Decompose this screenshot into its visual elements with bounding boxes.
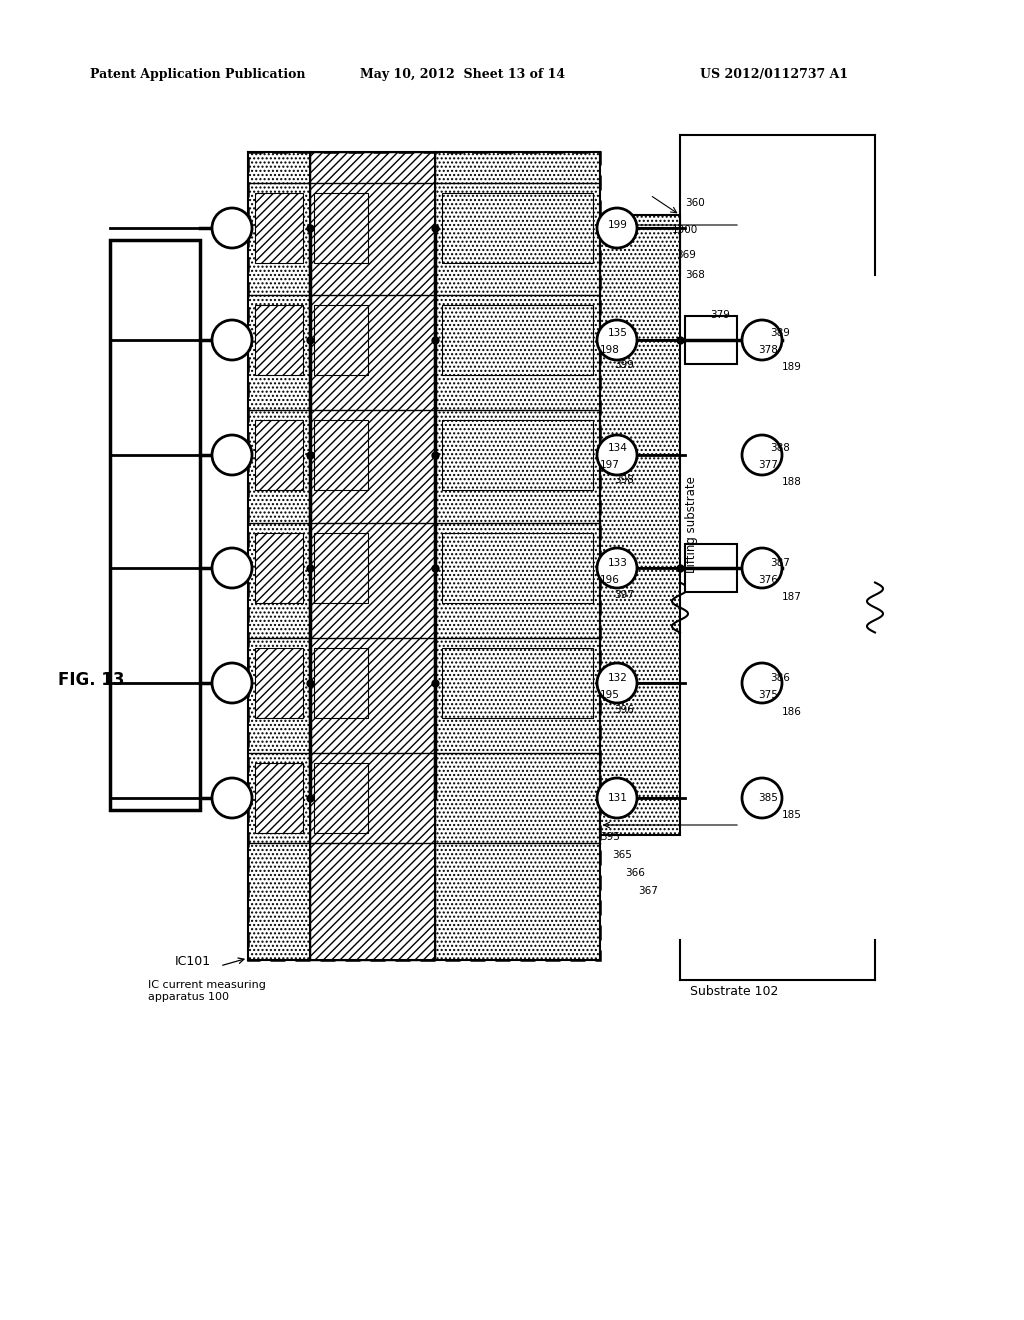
Text: 198: 198: [600, 345, 620, 355]
Bar: [255, 533, 303, 603]
Text: 187: 187: [782, 591, 802, 602]
Bar: [314, 533, 368, 603]
Circle shape: [597, 436, 637, 475]
Text: IC101: IC101: [175, 954, 211, 968]
Text: 369: 369: [676, 249, 696, 260]
Text: 389: 389: [770, 327, 790, 338]
Text: 387: 387: [770, 558, 790, 568]
Text: 135: 135: [608, 327, 628, 338]
Circle shape: [742, 548, 782, 587]
Text: May 10, 2012  Sheet 13 of 14: May 10, 2012 Sheet 13 of 14: [360, 69, 565, 81]
Circle shape: [597, 548, 637, 587]
Text: 378: 378: [758, 345, 778, 355]
Text: 365: 365: [612, 850, 632, 861]
Text: 186: 186: [782, 708, 802, 717]
Text: 385: 385: [758, 793, 778, 803]
Text: 367: 367: [638, 886, 657, 896]
Bar: [314, 763, 368, 833]
Text: 133: 133: [608, 558, 628, 568]
Text: 132: 132: [608, 673, 628, 682]
Bar: [442, 420, 593, 490]
Bar: [314, 648, 368, 718]
Text: Substrate 102: Substrate 102: [690, 985, 778, 998]
Bar: [314, 420, 368, 490]
Circle shape: [742, 777, 782, 818]
Bar: [314, 193, 368, 263]
Bar: [442, 193, 593, 263]
Circle shape: [212, 319, 252, 360]
Text: 185: 185: [782, 810, 802, 820]
Text: 199: 199: [608, 220, 628, 230]
Text: 396: 396: [614, 705, 634, 715]
Bar: [685, 544, 737, 591]
Bar: [685, 315, 737, 364]
Text: US 2012/0112737 A1: US 2012/0112737 A1: [700, 69, 848, 81]
Text: IC current measuring
apparatus 100: IC current measuring apparatus 100: [148, 979, 266, 1002]
Circle shape: [212, 777, 252, 818]
Circle shape: [212, 209, 252, 248]
Text: 195: 195: [600, 690, 620, 700]
Text: 376: 376: [758, 576, 778, 585]
Text: 399: 399: [614, 360, 634, 370]
Bar: [248, 152, 600, 960]
Bar: [442, 648, 593, 718]
Text: 398: 398: [614, 475, 634, 484]
Text: 131: 131: [608, 793, 628, 803]
Text: 189: 189: [782, 362, 802, 372]
Text: FIG. 13: FIG. 13: [58, 671, 125, 689]
Bar: [435, 152, 600, 960]
Text: 368: 368: [685, 271, 705, 280]
Bar: [248, 152, 310, 960]
Text: 388: 388: [770, 444, 790, 453]
Bar: [442, 533, 593, 603]
Bar: [314, 305, 368, 375]
Text: 188: 188: [782, 477, 802, 487]
Bar: [442, 305, 593, 375]
Bar: [600, 215, 680, 836]
Circle shape: [212, 663, 252, 704]
Bar: [255, 763, 303, 833]
Bar: [255, 305, 303, 375]
Circle shape: [742, 319, 782, 360]
Bar: [110, 240, 200, 810]
Bar: [255, 420, 303, 490]
Text: 397: 397: [614, 590, 634, 601]
Text: Patent Application Publication: Patent Application Publication: [90, 69, 305, 81]
Circle shape: [597, 777, 637, 818]
Circle shape: [212, 436, 252, 475]
Text: 377: 377: [758, 459, 778, 470]
Circle shape: [742, 663, 782, 704]
Text: 134: 134: [608, 444, 628, 453]
Text: 375: 375: [758, 690, 778, 700]
Circle shape: [212, 548, 252, 587]
Circle shape: [742, 436, 782, 475]
Text: Lifting substrate: Lifting substrate: [685, 477, 698, 573]
Text: 379: 379: [710, 310, 730, 319]
Text: 1300: 1300: [672, 224, 698, 235]
Circle shape: [597, 663, 637, 704]
Text: 366: 366: [625, 869, 645, 878]
Bar: [255, 193, 303, 263]
Text: 197: 197: [600, 459, 620, 470]
Bar: [255, 648, 303, 718]
Bar: [310, 152, 435, 960]
Text: 196: 196: [600, 576, 620, 585]
Circle shape: [597, 209, 637, 248]
Text: 360: 360: [685, 198, 705, 209]
Text: 386: 386: [770, 673, 790, 682]
Text: 395: 395: [600, 832, 620, 842]
Circle shape: [597, 319, 637, 360]
